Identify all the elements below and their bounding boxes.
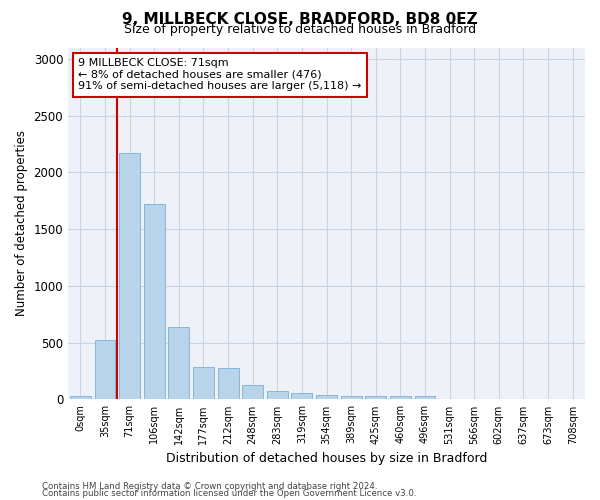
Bar: [267, 391, 288, 400]
Bar: [218, 368, 239, 400]
Bar: [70, 396, 91, 400]
Bar: [242, 384, 263, 400]
Text: 9 MILLBECK CLOSE: 71sqm
← 8% of detached houses are smaller (476)
91% of semi-de: 9 MILLBECK CLOSE: 71sqm ← 8% of detached…: [79, 58, 362, 92]
X-axis label: Distribution of detached houses by size in Bradford: Distribution of detached houses by size …: [166, 452, 487, 465]
Bar: [464, 399, 485, 400]
Text: Contains HM Land Registry data © Crown copyright and database right 2024.: Contains HM Land Registry data © Crown c…: [42, 482, 377, 491]
Bar: [365, 396, 386, 400]
Bar: [144, 204, 164, 400]
Bar: [390, 396, 411, 400]
Bar: [341, 396, 362, 400]
Bar: [95, 340, 115, 400]
Bar: [415, 396, 436, 400]
Bar: [439, 398, 460, 400]
Bar: [119, 152, 140, 400]
Bar: [193, 367, 214, 400]
Text: 9, MILLBECK CLOSE, BRADFORD, BD8 0EZ: 9, MILLBECK CLOSE, BRADFORD, BD8 0EZ: [122, 12, 478, 28]
Bar: [316, 396, 337, 400]
Bar: [292, 393, 313, 400]
Text: Contains public sector information licensed under the Open Government Licence v3: Contains public sector information licen…: [42, 489, 416, 498]
Y-axis label: Number of detached properties: Number of detached properties: [15, 130, 28, 316]
Text: Size of property relative to detached houses in Bradford: Size of property relative to detached ho…: [124, 22, 476, 36]
Bar: [169, 327, 189, 400]
